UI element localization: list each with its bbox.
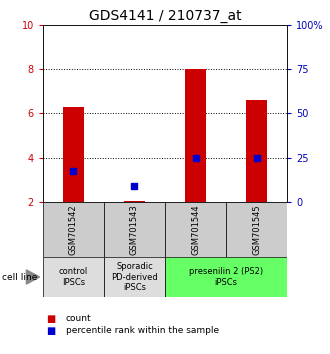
- Text: GDS4141 / 210737_at: GDS4141 / 210737_at: [89, 9, 241, 23]
- Text: ■: ■: [46, 314, 55, 324]
- Bar: [63, 107, 84, 202]
- Bar: [104, 257, 165, 297]
- Text: Sporadic
PD-derived
iPSCs: Sporadic PD-derived iPSCs: [111, 262, 158, 292]
- Bar: [165, 202, 226, 257]
- Bar: [104, 202, 165, 257]
- Point: [254, 155, 259, 160]
- Bar: [124, 201, 145, 202]
- Text: cell line: cell line: [2, 273, 37, 281]
- Point: [71, 168, 76, 174]
- Point: [193, 155, 198, 160]
- Text: control
IPSCs: control IPSCs: [59, 267, 88, 287]
- Point: [132, 183, 137, 189]
- Text: ■: ■: [46, 326, 55, 336]
- Bar: [246, 100, 267, 202]
- Bar: [185, 69, 206, 202]
- Bar: [165, 257, 287, 297]
- Text: GSM701544: GSM701544: [191, 204, 200, 255]
- Text: presenilin 2 (PS2)
iPSCs: presenilin 2 (PS2) iPSCs: [189, 267, 263, 287]
- Text: GSM701542: GSM701542: [69, 204, 78, 255]
- Text: GSM701543: GSM701543: [130, 204, 139, 255]
- Text: GSM701545: GSM701545: [252, 204, 261, 255]
- Text: percentile rank within the sample: percentile rank within the sample: [66, 326, 219, 336]
- Bar: [43, 202, 104, 257]
- Text: count: count: [66, 314, 92, 323]
- Bar: [43, 257, 104, 297]
- Bar: [226, 202, 287, 257]
